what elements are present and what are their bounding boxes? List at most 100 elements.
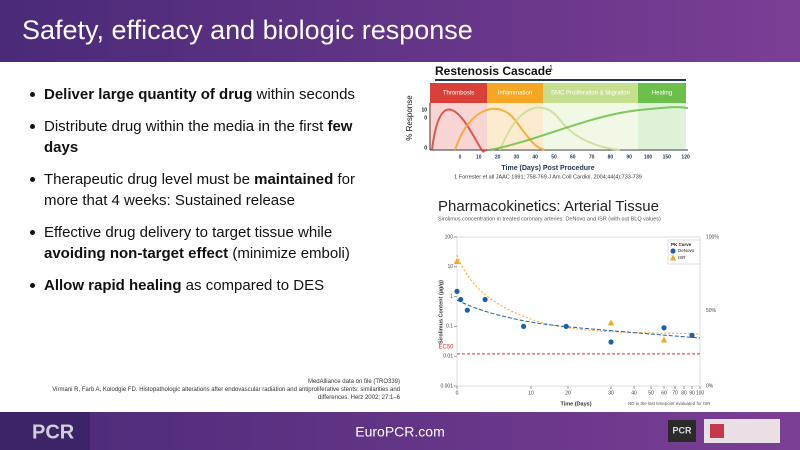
- pk-plot-frame: [456, 236, 701, 387]
- text: Therapeutic drug level must be: [44, 171, 255, 188]
- phase-label: Thrombosis: [443, 91, 474, 97]
- cascade-x-text: 30: [514, 154, 520, 160]
- pk-y-tick-label: 10: [447, 264, 453, 270]
- cascade-x-text: 0: [459, 154, 462, 160]
- footer-logo-bg: [0, 412, 90, 450]
- cascade-y-text: 10: [421, 107, 427, 113]
- footer-logo: PCR: [32, 421, 75, 443]
- footer-logo-box: [668, 420, 696, 442]
- phase-band: [430, 83, 487, 103]
- phase-label: SMC Proliferation & Migration: [551, 91, 630, 97]
- pk-y-tick-label: 0.01: [443, 354, 453, 360]
- pk-x-tick-label: 40: [631, 390, 637, 396]
- cascade-x-text: 20: [495, 154, 501, 160]
- pk-right-tick-label: 0%: [706, 383, 714, 389]
- isr-fit-curve: [456, 254, 701, 335]
- legend-title: PK Curve: [671, 242, 692, 247]
- phase-curve: [431, 108, 488, 153]
- phase-band: [543, 83, 638, 103]
- footer-logo-right: PCR: [672, 425, 692, 435]
- cascade-x-text: 10: [476, 154, 482, 160]
- cascade-reference: 1 Forrester et all JAAC 1991; 758-769 J …: [454, 174, 642, 180]
- legend-label: DeNovo: [678, 248, 695, 253]
- pk-title: Pharmacokinetics: Arterial Tissue: [438, 198, 659, 215]
- pk-x-tick-label: 30: [608, 390, 614, 396]
- pk-y-tick-label: 1: [450, 294, 453, 300]
- pk-x-tick-label: 90: [689, 390, 695, 396]
- pk-subtitle: Sirolimus concentration in treated coron…: [438, 216, 661, 222]
- cascade-y-text: 0: [424, 145, 427, 151]
- phase-label: Healing: [652, 91, 672, 97]
- data-point: [458, 296, 464, 303]
- pk-y-tick-label: 0.001: [440, 383, 453, 389]
- pk-x-tick-label: 50: [648, 390, 654, 396]
- header-band: [0, 0, 800, 62]
- reference: Virmani R, Farb A, Kolodgie FD. Histopat…: [52, 387, 400, 401]
- cascade-x-text: 50: [551, 154, 557, 160]
- phase-curve: [499, 106, 621, 151]
- data-point: [563, 323, 569, 329]
- denovo-fit-curve: [456, 299, 701, 339]
- data-point: [660, 336, 668, 343]
- ec50-label: EC50: [438, 344, 454, 350]
- bold-text: Deliver large quantity of drug: [44, 86, 253, 103]
- footer-band: [0, 412, 800, 450]
- phase-shade: [487, 103, 543, 150]
- pk-x-tick-label: 0: [456, 390, 459, 396]
- bold-text: avoiding non-target effect: [44, 245, 229, 262]
- pk-x-tick-label: 60: [661, 390, 667, 396]
- pk-x-label: Time (Days): [560, 401, 591, 407]
- legend-label: ISR: [678, 255, 686, 260]
- data-point: [453, 258, 461, 265]
- bullet: Effective drug delivery to target tissue…: [28, 222, 373, 264]
- phase-curve: [489, 106, 689, 151]
- pk-y-label: Sirolimus Content (µg/g): [438, 280, 444, 344]
- bold-text: few days: [44, 118, 353, 156]
- text: within seconds: [252, 86, 355, 103]
- phase-curve: [454, 107, 546, 151]
- data-point: [661, 325, 667, 331]
- cascade-x-text: 70: [589, 154, 595, 160]
- pk-note: ND in the last timepoint evaluated for I…: [628, 401, 711, 406]
- cascade-title: Restenosis Cascade: [435, 64, 552, 78]
- data-point: [482, 296, 488, 303]
- bullet: Deliver large quantity of drug within se…: [28, 84, 373, 105]
- cascade-x-text: 150: [663, 154, 672, 160]
- text: Effective drug delivery to target tissue…: [44, 224, 333, 241]
- footer-site: EuroPCR.com: [355, 424, 444, 440]
- pk-y-tick-label: 100: [445, 234, 454, 240]
- pk-x-tick-label: 80: [681, 390, 687, 396]
- data-point: [521, 323, 527, 329]
- data-point: [464, 307, 470, 313]
- pk-x-tick-label: 10: [528, 390, 534, 396]
- phase-shade: [638, 103, 686, 150]
- pk-right-tick-label: 100%: [706, 234, 719, 240]
- cascade-x-text: 40: [532, 154, 538, 160]
- pk-x-tick-label: 100: [696, 390, 705, 396]
- footer-sponsor-icon: [710, 424, 724, 438]
- data-point: [607, 319, 615, 326]
- bullet: Allow rapid healing as compared to DES: [28, 275, 373, 296]
- cascade-title-note: 1: [549, 65, 553, 72]
- slide-title: Safety, efficacy and biologic response: [22, 15, 473, 45]
- text: for more that 4 weeks: Sustained release: [44, 171, 355, 209]
- bold-text: Allow rapid healing: [44, 277, 182, 294]
- cascade-y-label: % Response: [405, 95, 414, 141]
- cascade-x-text: 100: [644, 154, 653, 160]
- references: MedAlliance data on file (TRO339) Virmani…: [40, 378, 400, 402]
- bullet: Therapeutic drug level must be maintaine…: [28, 169, 373, 211]
- pk-x-tick-label: 70: [672, 390, 678, 396]
- pk-right-tick-label: 50%: [706, 308, 717, 314]
- bold-text: maintained: [254, 171, 334, 188]
- phase-band: [638, 83, 686, 103]
- cascade-x-text: 90: [626, 154, 632, 160]
- reference: MedAlliance data on file (TRO339): [307, 379, 400, 385]
- text: Distribute drug within the media in the …: [44, 118, 328, 135]
- legend-marker: [669, 254, 677, 261]
- cascade-y-text: 0: [424, 115, 427, 121]
- phase-label: Inflammation: [498, 91, 532, 97]
- data-point: [608, 339, 614, 345]
- cascade-x-text: 120: [681, 154, 690, 160]
- cascade-x-label: Time (Days) Post Procedure: [501, 165, 594, 172]
